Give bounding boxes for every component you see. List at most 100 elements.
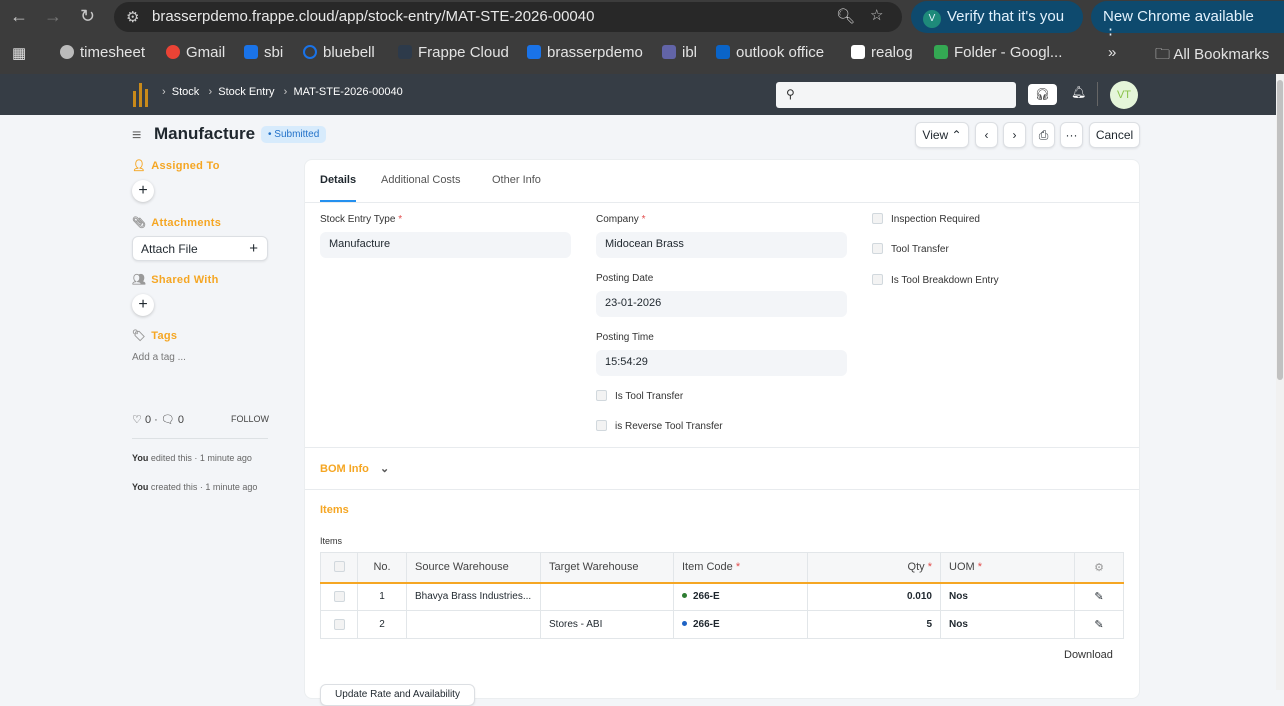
row-checkbox[interactable]	[320, 610, 358, 639]
select-all-checkbox[interactable]	[320, 552, 358, 584]
add-assign-button[interactable]: +	[132, 180, 154, 202]
help-headphones-icon[interactable]: 🎧︎	[1028, 84, 1057, 105]
divider	[305, 202, 1139, 203]
bookmark[interactable]: outlook office	[716, 44, 824, 61]
scrollbar[interactable]	[1276, 74, 1284, 690]
company-field[interactable]: Midocean Brass	[596, 232, 847, 258]
follow-button[interactable]: FOLLOW	[231, 414, 270, 424]
tool-transfer-checkbox[interactable]: Tool Transfer	[872, 243, 949, 255]
bookmark[interactable]: ibl	[662, 44, 697, 61]
bookmark[interactable]: Gmail	[166, 44, 225, 61]
cell-source[interactable]: Bhavya Brass Industries...	[406, 582, 541, 611]
download-button[interactable]: Download	[1064, 649, 1113, 661]
sidebar-toggle-icon[interactable]: ≡	[132, 127, 142, 144]
is-reverse-tool-transfer-checkbox[interactable]: is Reverse Tool Transfer	[596, 420, 723, 432]
bookmark[interactable]: timesheet	[60, 44, 145, 61]
bookmark[interactable]: Folder - Googl...	[934, 44, 1062, 61]
heart-icon[interactable]: ♡	[132, 414, 142, 426]
bookmark[interactable]: brasserpdemo	[527, 44, 643, 61]
inspection-required-checkbox[interactable]: Inspection Required	[872, 213, 980, 225]
bookmark-icon	[244, 45, 258, 59]
cell-uom[interactable]: Nos	[940, 582, 1075, 611]
search-input[interactable]: ⚲	[776, 82, 1016, 108]
all-bookmarks[interactable]: 🗀 All Bookmarks	[1155, 44, 1269, 69]
view-button[interactable]: View ⌃	[915, 122, 969, 148]
bom-info-section[interactable]: BOM Info ⌄	[320, 462, 389, 475]
table-row[interactable]: 1 Bhavya Brass Industries... 266-E 0.010…	[320, 582, 1124, 611]
more-menu-icon[interactable]: ···	[1060, 122, 1083, 148]
col-qty: Qty *	[807, 552, 941, 584]
label: Item Code	[682, 561, 733, 574]
url-field[interactable]: brasserpdemo.frappe.cloud/app/stock-entr…	[114, 2, 902, 32]
cell-qty[interactable]: 5	[807, 610, 941, 639]
cell-target[interactable]: Stores - ABI	[540, 610, 674, 639]
tab-additional-costs[interactable]: Additional Costs	[381, 174, 461, 186]
update-label: New Chrome available	[1103, 8, 1254, 25]
tab-other-info[interactable]: Other Info	[492, 174, 541, 186]
site-info-icon[interactable]: ⚙	[126, 9, 140, 26]
label: Company	[596, 214, 639, 225]
stock-entry-type-field[interactable]: Manufacture	[320, 232, 571, 258]
add-share-button[interactable]: +	[132, 294, 154, 316]
posting-time-field[interactable]: 15:54:29	[596, 350, 847, 376]
column-settings-gear-icon[interactable]: ⚙	[1074, 552, 1124, 584]
print-icon[interactable]: ⎙	[1032, 122, 1055, 148]
cell-source[interactable]	[406, 610, 541, 639]
verify-button[interactable]: V Verify that it's you	[911, 1, 1083, 33]
notification-bell-icon[interactable]: 🔔︎	[1071, 85, 1087, 99]
breadcrumb: › Stock › Stock Entry › MAT-STE-2026-000…	[162, 86, 403, 98]
app-navbar: › Stock › Stock Entry › MAT-STE-2026-000…	[0, 74, 1276, 115]
cell-qty[interactable]: 0.010	[807, 582, 941, 611]
activity-item: You edited this · 1 minute ago	[132, 453, 272, 463]
activity-item: You created this · 1 minute ago	[132, 480, 262, 494]
star-icon[interactable]: ☆	[870, 7, 884, 24]
label: Qty	[907, 561, 925, 574]
cancel-button[interactable]: Cancel	[1089, 122, 1140, 148]
tab-details[interactable]: Details	[320, 174, 357, 202]
breadcrumb-doc[interactable]: MAT-STE-2026-00040	[293, 86, 403, 98]
attach-file-button[interactable]: Attach File +	[132, 236, 268, 261]
breadcrumb-stock[interactable]: Stock	[171, 86, 200, 98]
tool-breakdown-checkbox[interactable]: Is Tool Breakdown Entry	[872, 274, 999, 286]
apps-icon[interactable]: ▦	[12, 45, 27, 62]
bookmarks-bar: ▦ timesheet Gmail sbi bluebell Frappe Cl…	[0, 36, 1284, 72]
table-row[interactable]: 2 Stores - ABI 266-E 5 Nos ✎	[320, 610, 1124, 639]
edit-row-pencil-icon[interactable]: ✎	[1074, 610, 1124, 639]
update-rate-button[interactable]: Update Rate and Availability	[320, 684, 475, 706]
app-logo[interactable]	[133, 83, 151, 107]
col-item-code: Item Code *	[673, 552, 808, 584]
back-icon[interactable]: ←	[10, 6, 28, 26]
posting-date-field[interactable]: 23-01-2026	[596, 291, 847, 317]
bookmark-label: realog	[871, 44, 913, 61]
add-tag-link[interactable]: Add a tag ...	[132, 352, 186, 363]
bookmark[interactable]: realog	[851, 44, 913, 61]
is-tool-transfer-checkbox[interactable]: Is Tool Transfer	[596, 390, 683, 402]
bookmark-label: brasserpdemo	[547, 44, 643, 61]
avatar[interactable]: VT	[1110, 81, 1138, 109]
cell-item-code[interactable]: 266-E	[673, 582, 808, 611]
comment-count: 0	[177, 414, 184, 426]
prev-button[interactable]: ‹	[975, 122, 998, 148]
paperclip-icon: 📎︎	[132, 217, 147, 229]
address-bar-row: ← → ↻ brasserpdemo.frappe.cloud/app/stoc…	[0, 0, 1284, 43]
zoom-icon[interactable]: 🔍︎	[836, 8, 856, 25]
bookmark[interactable]: bluebell	[303, 44, 375, 61]
cell-uom[interactable]: Nos	[940, 610, 1075, 639]
cell-target[interactable]	[540, 582, 674, 611]
bookmark[interactable]: Frappe Cloud	[398, 44, 509, 61]
item-code: 266-E	[693, 591, 720, 603]
chrome-update-button[interactable]: New Chrome available ⋮	[1091, 1, 1284, 43]
more-bookmarks-icon[interactable]: »	[1108, 44, 1117, 61]
breadcrumb-stock-entry[interactable]: Stock Entry	[218, 86, 275, 98]
col-no: No.	[357, 552, 407, 584]
bookmark[interactable]: sbi	[244, 44, 283, 61]
forward-icon[interactable]: →	[44, 6, 62, 26]
table-header: No. Source Warehouse Target Warehouse It…	[320, 552, 1124, 584]
reload-icon[interactable]: ↻	[80, 6, 96, 26]
next-button[interactable]: ›	[1003, 122, 1026, 148]
row-checkbox[interactable]	[320, 582, 358, 611]
cell-item-code[interactable]: 266-E	[673, 610, 808, 639]
edit-row-pencil-icon[interactable]: ✎	[1074, 582, 1124, 611]
comment-icon[interactable]: 🗨︎	[160, 414, 175, 426]
bookmark-label: Frappe Cloud	[418, 44, 509, 61]
